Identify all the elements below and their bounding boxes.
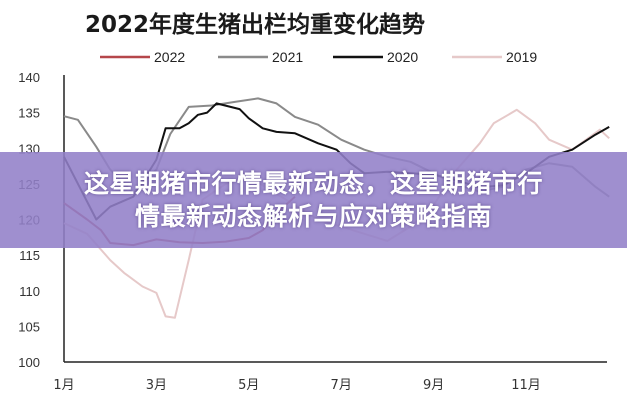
chart-title: 2022年度生猪出栏均重变化趋势: [85, 11, 425, 38]
y-tick-label: 100: [18, 355, 40, 370]
x-tick-label: 9月: [423, 378, 444, 393]
legend: 2022 2021 2020 2019: [100, 49, 537, 65]
banner-line-1: 这星期猪市行情最新动态，这星期猪市行: [83, 169, 543, 198]
y-tick-label: 135: [18, 106, 40, 121]
x-tick-label: 1月: [53, 378, 74, 393]
x-tick-label: 7月: [331, 378, 352, 393]
headline-banner: 这星期猪市行情最新动态，这星期猪市行 情最新动态解析与应对策略指南: [0, 152, 627, 248]
legend-label-2020: 2020: [387, 49, 418, 65]
legend-label-2021: 2021: [272, 49, 303, 65]
y-tick-label: 105: [18, 319, 40, 334]
x-tick-label: 3月: [146, 378, 167, 393]
x-tick-label: 5月: [238, 378, 259, 393]
legend-label-2019: 2019: [506, 49, 537, 65]
x-tick-label: 11月: [511, 378, 541, 393]
y-tick-label: 115: [19, 248, 40, 263]
legend-label-2022: 2022: [154, 49, 185, 65]
banner-line-2: 情最新动态解析与应对策略指南: [134, 202, 492, 231]
y-tick-label: 110: [19, 284, 40, 299]
y-tick-label: 140: [18, 70, 40, 85]
